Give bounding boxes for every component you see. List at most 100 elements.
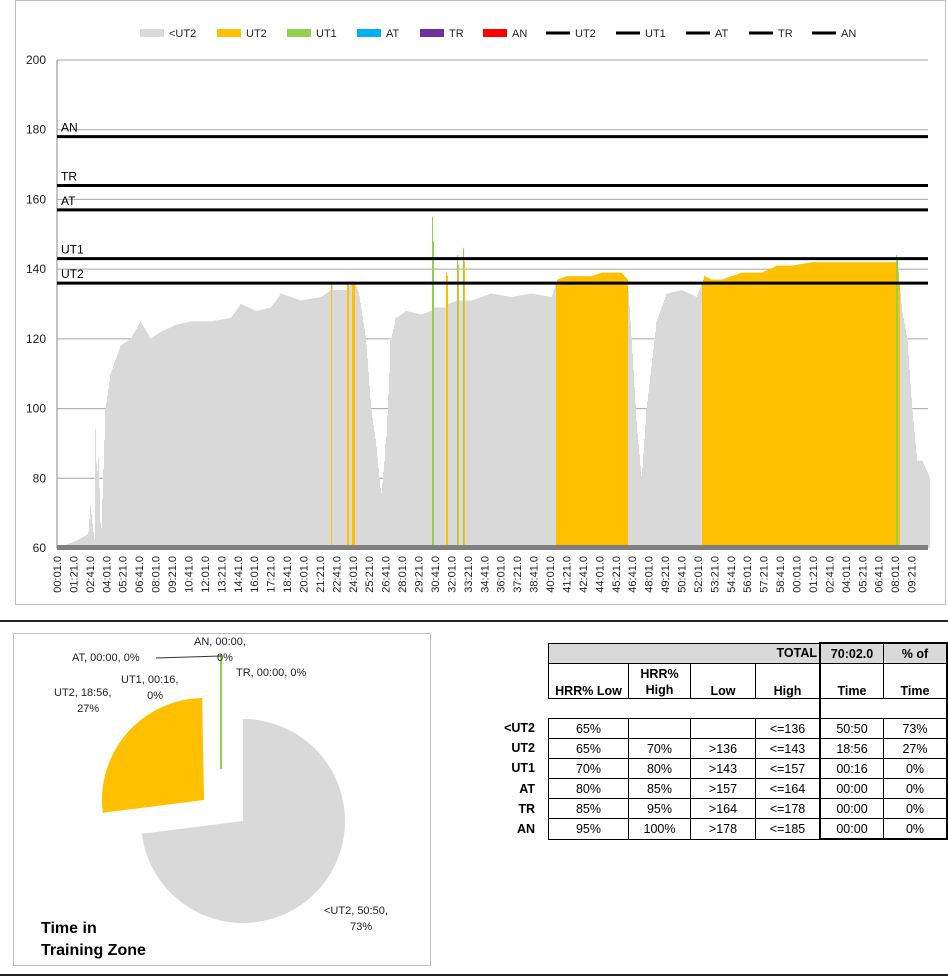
hr-bar bbox=[723, 279, 725, 548]
hr-bar bbox=[576, 276, 578, 548]
hr-bar bbox=[587, 276, 589, 548]
hr-bar bbox=[882, 262, 884, 548]
hr-bar bbox=[867, 262, 869, 548]
hr-bar bbox=[233, 314, 235, 548]
hr-bar bbox=[520, 295, 522, 548]
hr-bar bbox=[697, 295, 699, 548]
hr-bar bbox=[446, 272, 448, 548]
hr-bar bbox=[876, 262, 878, 548]
hr-bar bbox=[605, 272, 607, 548]
hr-bar bbox=[106, 402, 108, 548]
x-tick-label: 17:21.0 bbox=[266, 556, 278, 593]
hr-bar bbox=[550, 296, 552, 548]
legend-swatch bbox=[420, 29, 444, 37]
hr-bar bbox=[313, 298, 315, 548]
hr-bar bbox=[231, 317, 233, 548]
x-tick-label: 05:21.0 bbox=[857, 556, 869, 593]
hr-bar bbox=[271, 306, 273, 548]
hr-bar bbox=[302, 300, 304, 548]
hr-bar bbox=[929, 476, 931, 548]
hr-bar bbox=[370, 399, 372, 548]
hr-bar bbox=[556, 282, 558, 548]
hr-bar bbox=[738, 273, 740, 548]
hr-bar bbox=[682, 290, 684, 548]
hr-bar bbox=[829, 262, 831, 548]
hr-bar bbox=[248, 307, 250, 548]
hr-bar bbox=[667, 293, 669, 548]
cell-hrr-low: 80% bbox=[548, 778, 629, 799]
hr-bar bbox=[329, 291, 331, 548]
hr-bar bbox=[627, 279, 629, 548]
hr-bar bbox=[169, 327, 171, 548]
hr-bar bbox=[322, 296, 324, 548]
hr-bar bbox=[504, 295, 506, 548]
hr-bar bbox=[194, 321, 196, 548]
hr-bar bbox=[511, 297, 513, 548]
hr-bar bbox=[401, 314, 403, 548]
hr-bar bbox=[926, 469, 928, 548]
col-pct-time: Time bbox=[883, 663, 948, 699]
hr-bar bbox=[648, 392, 650, 548]
hr-bar bbox=[321, 296, 323, 548]
pie-label-below-ut2: <UT2, 50:50, bbox=[324, 905, 388, 917]
cell-hrr-high: 70% bbox=[628, 738, 691, 759]
hr-bar bbox=[816, 262, 818, 548]
hr-bar bbox=[686, 292, 688, 548]
hr-bar bbox=[519, 295, 521, 548]
hr-bar bbox=[795, 265, 797, 548]
cell-hrr-low: 85% bbox=[548, 798, 629, 819]
hr-bar bbox=[726, 277, 728, 548]
hr-bar bbox=[480, 297, 482, 548]
hr-bar bbox=[342, 290, 344, 548]
hr-bar bbox=[261, 309, 263, 548]
hr-bar bbox=[812, 262, 814, 548]
hr-bar bbox=[323, 295, 325, 548]
hr-bar bbox=[135, 330, 137, 548]
x-tick-label: 01:21.0 bbox=[808, 556, 820, 593]
hr-bar bbox=[852, 262, 854, 548]
y-tick-label: 100 bbox=[26, 402, 46, 416]
hr-bar bbox=[96, 463, 98, 548]
hr-bar bbox=[509, 296, 511, 548]
hr-bar bbox=[78, 539, 80, 548]
hr-bar bbox=[112, 368, 114, 548]
hr-bar bbox=[710, 278, 712, 548]
zone-row-label: AT bbox=[519, 781, 535, 796]
cell-high: <=185 bbox=[755, 818, 821, 840]
hr-bar bbox=[182, 323, 184, 548]
hr-bar bbox=[340, 290, 342, 548]
hr-bar bbox=[389, 372, 391, 548]
hr-bar bbox=[357, 289, 359, 548]
hr-bar bbox=[844, 262, 846, 548]
hr-bar bbox=[849, 262, 851, 548]
leader-line bbox=[155, 655, 222, 659]
hr-bar bbox=[683, 290, 685, 548]
hr-bar bbox=[242, 304, 244, 548]
hr-bar bbox=[434, 307, 436, 548]
hr-bar bbox=[366, 344, 368, 548]
hr-bar bbox=[404, 312, 406, 548]
hr-bar bbox=[192, 321, 194, 548]
hr-bar bbox=[292, 297, 294, 548]
hr-bar bbox=[552, 294, 554, 548]
hr-bar bbox=[724, 278, 726, 548]
hr-bar bbox=[146, 331, 148, 548]
hr-bar bbox=[417, 313, 419, 548]
hr-bar bbox=[184, 322, 186, 548]
cell-low: >136 bbox=[690, 738, 756, 759]
hr-bar bbox=[810, 262, 812, 548]
hr-bar bbox=[293, 297, 295, 548]
hr-bar bbox=[175, 324, 177, 548]
table-total-row: TOTAL 70:02.0 % of bbox=[548, 642, 948, 664]
hr-bar bbox=[909, 369, 911, 548]
x-tick-label: 29:21.0 bbox=[414, 556, 426, 593]
hr-bar bbox=[772, 267, 774, 548]
x-tick-label: 08:01.0 bbox=[151, 556, 163, 593]
hr-bar bbox=[460, 300, 462, 548]
hr-bar bbox=[324, 294, 326, 548]
hr-bar bbox=[799, 264, 801, 548]
hr-bar bbox=[493, 293, 495, 548]
hr-bar bbox=[593, 275, 595, 548]
hr-bar bbox=[802, 263, 804, 548]
hr-bar bbox=[843, 262, 845, 548]
